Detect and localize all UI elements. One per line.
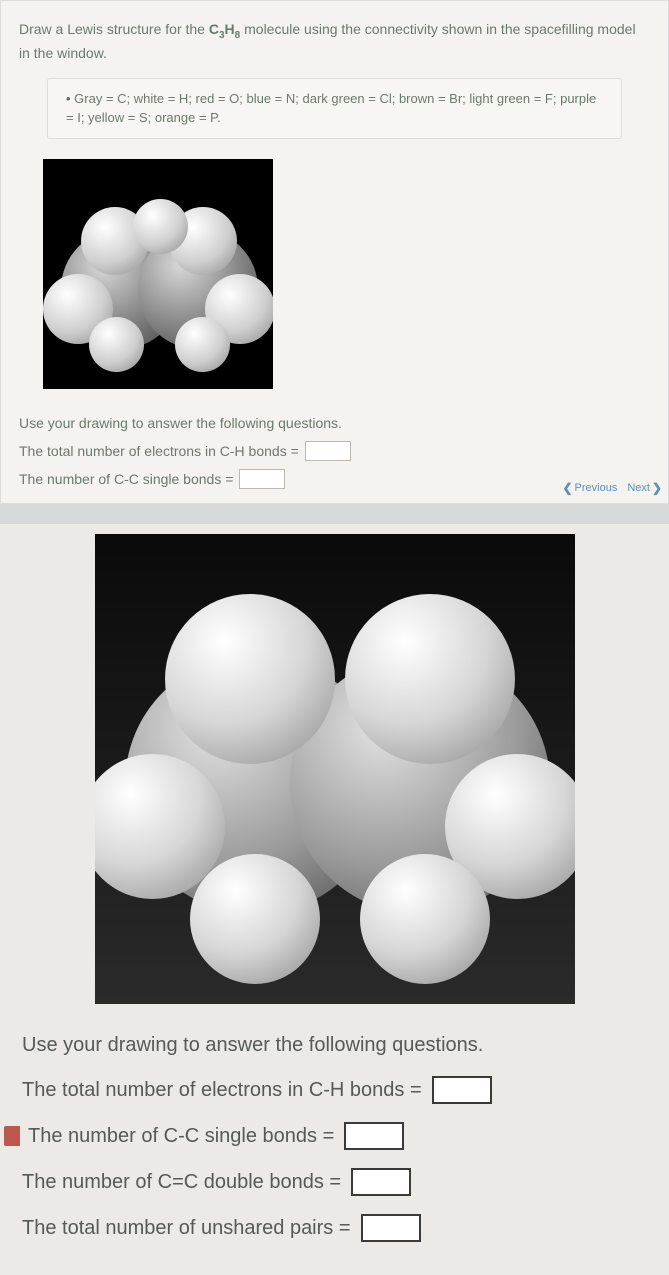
question-ch-electrons: The total number of electrons in C-H bon… [19, 437, 650, 465]
cc-single-input-large[interactable] [344, 1122, 404, 1150]
instruction-pre: Draw a Lewis structure for the [19, 21, 209, 37]
previous-button[interactable]: ❮ Previous [562, 481, 617, 495]
flag-icon [4, 1126, 20, 1146]
question-heading-large: Use your drawing to answer the following… [0, 1034, 669, 1057]
question-panel-top: Draw a Lewis structure for the C3H8 mole… [0, 0, 669, 504]
next-label: Next [627, 482, 650, 494]
question-unshared-pairs-large: The total number of unshared pairs = [0, 1205, 669, 1251]
cc-single-input[interactable] [239, 469, 285, 489]
ch-electrons-input[interactable] [305, 441, 351, 461]
instruction-text: Draw a Lewis structure for the C3H8 mole… [19, 19, 650, 64]
molecule-formula: C3H8 [209, 21, 240, 37]
hydrogen-sphere [165, 594, 335, 764]
q3-label-large: The number of C=C double bonds = [22, 1159, 341, 1205]
ch-electrons-input-large[interactable] [432, 1076, 492, 1104]
hydrogen-sphere [175, 317, 230, 372]
question-ch-electrons-large: The total number of electrons in C-H bon… [0, 1067, 669, 1113]
question-heading-small: Use your drawing to answer the following… [19, 409, 650, 437]
hydrogen-sphere [345, 594, 515, 764]
spacefilling-model-small [43, 159, 273, 389]
hydrogen-sphere [133, 199, 188, 254]
q2-label: The number of C-C single bonds = [19, 465, 233, 493]
hydrogen-sphere [360, 854, 490, 984]
next-button[interactable]: Next ❯ [627, 481, 662, 495]
chevron-right-icon: ❯ [652, 481, 662, 495]
question-cc-single-large: The number of C-C single bonds = [0, 1113, 669, 1159]
unshared-pairs-input-large[interactable] [361, 1214, 421, 1242]
q4-label-large: The total number of unshared pairs = [22, 1205, 351, 1251]
question-panel-bottom: Use your drawing to answer the following… [0, 524, 669, 1275]
chevron-left-icon: ❮ [562, 481, 572, 495]
q1-label-large: The total number of electrons in C-H bon… [22, 1067, 422, 1113]
color-legend-box: Gray = C; white = H; red = O; blue = N; … [47, 78, 622, 139]
question-cc-double-large: The number of C=C double bonds = [0, 1159, 669, 1205]
hydrogen-sphere [190, 854, 320, 984]
question-cc-single: The number of C-C single bonds = [19, 465, 650, 493]
cc-double-input-large[interactable] [351, 1168, 411, 1196]
spacefilling-model-large [95, 534, 575, 1004]
previous-label: Previous [575, 482, 618, 494]
legend-text: Gray = C; white = H; red = O; blue = N; … [66, 89, 607, 128]
q2-label-large: The number of C-C single bonds = [28, 1113, 334, 1159]
hydrogen-sphere [89, 317, 144, 372]
nav-buttons: ❮ Previous Next ❯ [562, 481, 662, 495]
q1-label: The total number of electrons in C-H bon… [19, 437, 299, 465]
model-wrapper [0, 524, 669, 1034]
